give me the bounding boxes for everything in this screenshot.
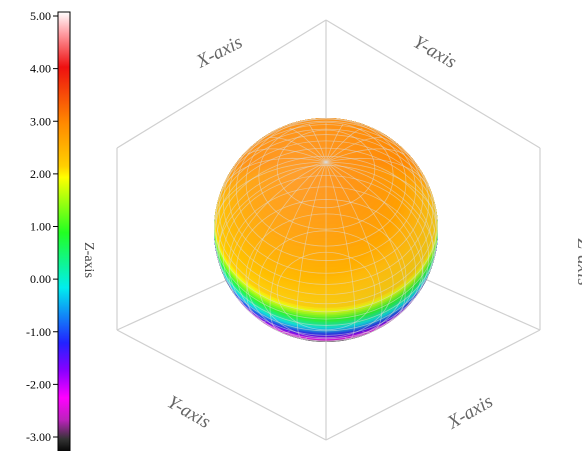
colorbar-ticks: 5.00 4.00 3.00 2.00 1.00 0.00 -1.00 -2.00 -3.00 bbox=[26, 9, 58, 444]
colorbar-tick-label: -3.00 bbox=[26, 430, 51, 444]
colorbar-tick-label: 1.00 bbox=[30, 220, 51, 234]
colorbar-tick-label: -2.00 bbox=[26, 377, 51, 391]
mesh-meridian bbox=[325, 161, 435, 274]
x-axis-title-top: X-axis bbox=[192, 32, 246, 73]
mesh-meridian bbox=[246, 161, 327, 323]
box-edge bbox=[325, 19, 541, 149]
colorbar-tick-label: -1.00 bbox=[26, 325, 51, 339]
mesh-meridian bbox=[214, 161, 327, 231]
colorbar-tick-label: 0.00 bbox=[30, 272, 51, 286]
mesh-meridian bbox=[325, 157, 430, 188]
mesh-meridian bbox=[247, 148, 327, 163]
mesh-meridian bbox=[325, 161, 438, 231]
mesh-meridian bbox=[325, 161, 356, 340]
y-axis-title-bottom: Y-axis bbox=[164, 392, 214, 433]
colorbar-gradient bbox=[57, 11, 71, 451]
mesh-meridian bbox=[325, 161, 406, 323]
mesh-meridian bbox=[308, 124, 327, 163]
y-axis-title-top: Y-axis bbox=[410, 32, 460, 73]
mesh-meridian bbox=[270, 137, 327, 163]
z-axis-title: Z-axis bbox=[573, 238, 582, 286]
box-edge bbox=[116, 329, 327, 441]
x-axis-title-bottom: X-axis bbox=[443, 391, 496, 434]
plot-box bbox=[116, 19, 541, 441]
mesh-meridian bbox=[325, 137, 382, 163]
colorbar-title: Z-axis bbox=[81, 242, 96, 278]
mesh-meridian bbox=[325, 161, 424, 304]
colorbar-tick-label: 5.00 bbox=[30, 9, 51, 23]
colorbar-tick-label: 3.00 bbox=[30, 114, 51, 128]
mesh-meridian bbox=[325, 127, 363, 163]
mesh-meridian bbox=[222, 157, 327, 188]
mesh-meridian bbox=[217, 161, 327, 274]
colorbar-tick-label: 4.00 bbox=[30, 62, 51, 76]
mesh-meridian bbox=[296, 161, 327, 340]
box-edge bbox=[325, 329, 541, 441]
mesh-meridian bbox=[269, 161, 327, 334]
mesh-meridian bbox=[325, 161, 383, 334]
box-edge bbox=[116, 19, 327, 149]
sphere-surface bbox=[214, 118, 438, 342]
mesh-meridian bbox=[325, 148, 405, 163]
colorbar-tick-label: 2.00 bbox=[30, 167, 51, 181]
mesh-meridian bbox=[228, 161, 327, 304]
mesh-meridian bbox=[325, 124, 344, 163]
colorbar: 5.004.003.002.001.000.00-1.00-2.00-3.00 … bbox=[26, 9, 96, 451]
mesh-meridian bbox=[289, 127, 327, 163]
